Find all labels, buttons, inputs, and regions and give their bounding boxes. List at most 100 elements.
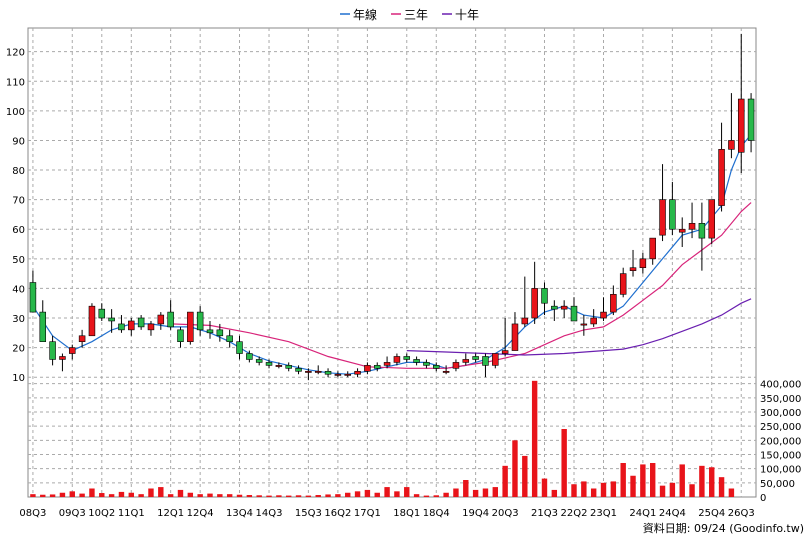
candle [698,202,706,271]
legend-item: 年線 [340,7,377,22]
candle [718,122,725,212]
time-tick-label: 20Q3 [492,508,519,519]
candle [29,270,37,313]
candle-body [128,320,135,331]
candle-body [334,373,342,376]
volume-bar [138,494,144,497]
volume-bar [256,495,262,497]
volume-bar [679,464,685,497]
candle-body [314,370,322,373]
candle-body [688,223,696,230]
time-tick-label: 21Q3 [531,508,558,519]
volume-bar [276,495,282,497]
candle-body [590,317,597,325]
volume-bar [207,493,213,497]
candle-body [669,199,676,230]
candle-body [728,140,735,150]
candle-body [196,311,204,331]
time-tick-label: 18Q1 [393,508,420,519]
volume-bar [561,429,567,497]
candle [629,249,637,277]
candle [226,329,233,348]
volume-bar [551,489,558,497]
candle-body [610,294,617,313]
candle [649,237,656,265]
candle-body [305,370,312,373]
candle-body [324,370,332,375]
volume-bar [354,491,361,497]
candle-body [206,329,214,334]
candle [147,320,155,336]
volume-bar [581,481,587,497]
candle [531,261,538,324]
volume-bar [40,494,46,497]
candle-body [551,305,558,310]
volume-bar [413,494,420,497]
candle-body [737,98,745,153]
candle-body [108,317,115,322]
chart-legend: 年線 三年 十年 [340,7,479,22]
candle-body [98,308,106,319]
volume-bar [128,492,135,497]
candle [206,320,214,339]
candle-body [246,353,253,360]
candle-body [433,365,440,369]
candle-body [275,365,283,367]
candle [69,344,76,360]
time-tick-label: 14Q3 [256,508,283,519]
volume-bar [177,489,184,497]
candle [285,362,292,372]
volume-bar [167,494,174,497]
volume-bar [600,482,607,497]
candle-body [511,323,519,351]
volume-bar [30,494,36,497]
volume-bar [79,493,85,497]
candle [619,267,627,298]
candle [678,217,686,247]
volume-bar [69,491,75,497]
volume-bar [59,492,66,497]
candle [551,300,558,321]
volume-bar [374,492,380,497]
volume-bar [463,480,469,497]
price-tick-label: 110 [6,77,25,88]
legend-label: 十年 [455,8,479,22]
candle [610,285,617,316]
volume-tick-label: 250,000 [760,422,801,433]
candle [196,306,204,336]
volume-bar [453,488,459,497]
candle [580,315,588,336]
candle [305,368,312,381]
candle-body [718,149,725,206]
candle-body [747,98,755,141]
candle [137,315,145,330]
candle-body [137,317,145,328]
candle-body [639,258,647,269]
candle-body [423,362,430,366]
volume-bar [630,475,636,497]
price-tick-label: 40 [12,284,25,295]
candle [236,335,243,360]
volume-bar [522,455,528,497]
volume-bar [571,484,577,497]
candle [669,181,676,236]
volume-bar [148,488,154,497]
candle [570,297,578,322]
candle [590,309,597,327]
legend-item: 三年 [391,8,428,22]
candle-body [255,359,263,363]
candle [187,311,194,345]
candle [462,353,470,366]
time-tick-label: 13Q4 [226,508,253,519]
candle [708,199,715,245]
candle [118,315,125,333]
candle-body [373,365,381,369]
candle [334,371,342,378]
price-tick-label: 90 [12,136,25,147]
time-tick-label: 19Q4 [462,508,489,519]
candle-body [649,237,656,260]
volume-bar [689,484,695,497]
price-tick-label: 10 [12,373,25,384]
time-tick-label: 10Q2 [88,508,115,519]
